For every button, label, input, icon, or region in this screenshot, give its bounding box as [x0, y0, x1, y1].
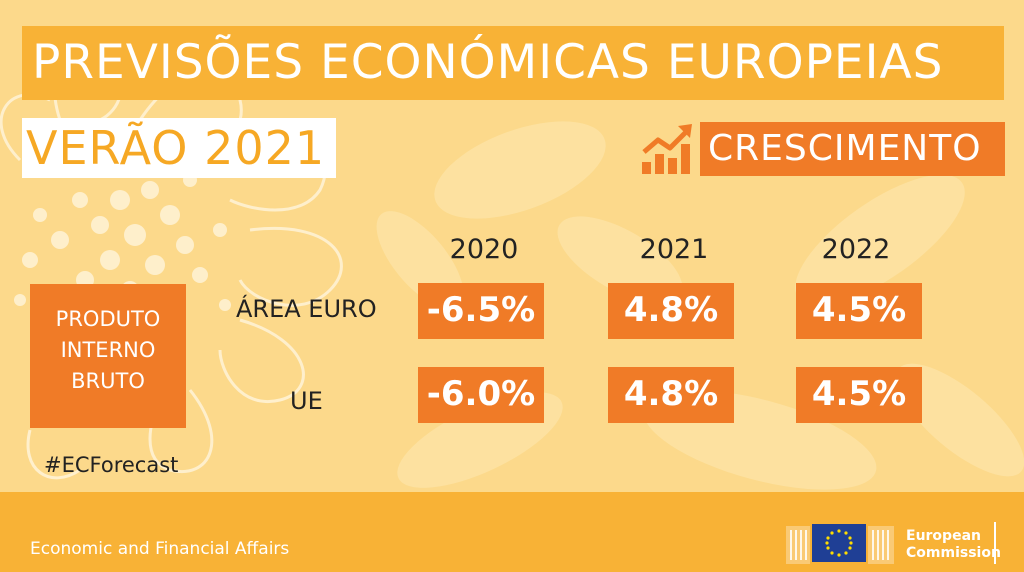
value-cell: [796, 367, 922, 423]
department-name: Economic and Financial Affairs: [30, 539, 290, 559]
year-header-2021: 2021: [639, 234, 709, 265]
european-commission-logo: [786, 522, 996, 564]
title-banner: [22, 26, 1004, 100]
page-subtitle: VERÃO 2021: [26, 121, 326, 175]
tag-box: [700, 122, 1005, 176]
hashtag: #ECForecast: [44, 453, 179, 477]
logo-line-2: Commission: [906, 545, 1001, 561]
value-eu-2021: 4.8%: [623, 374, 719, 414]
eu-flag-icon: [812, 524, 866, 562]
logo-line-1: European: [906, 528, 981, 544]
value-cell: [418, 283, 544, 339]
year-header-2020: 2020: [449, 234, 519, 265]
value-cell: [418, 367, 544, 423]
value-euro-area-2022: 4.5%: [811, 290, 907, 330]
indicator-box: [30, 284, 186, 428]
subtitle-box: [22, 118, 336, 178]
value-eu-2022: 4.5%: [811, 374, 907, 414]
value-euro-area-2020: -6.5%: [426, 290, 536, 330]
growth-chart-icon: [642, 124, 692, 174]
commission-building-icon: [786, 526, 894, 564]
value-euro-area-2021: 4.8%: [623, 290, 719, 330]
growth-tag: CRESCIMENTO: [708, 128, 982, 169]
page-title: PREVISÕES ECONÓMICAS EUROPEIAS: [32, 35, 944, 90]
value-cell: [796, 283, 922, 339]
value-eu-2020: -6.0%: [426, 374, 536, 414]
european-commission-name: European Commission: [906, 528, 1001, 562]
indicator-label: PRODUTO INTERNO BRUTO: [55, 307, 161, 393]
year-header-2022: 2022: [821, 234, 891, 265]
value-cell: [608, 367, 734, 423]
row-label-euro-area: ÁREA EURO: [236, 295, 377, 323]
row-label-eu: UE: [290, 387, 323, 415]
value-cell: [608, 283, 734, 339]
